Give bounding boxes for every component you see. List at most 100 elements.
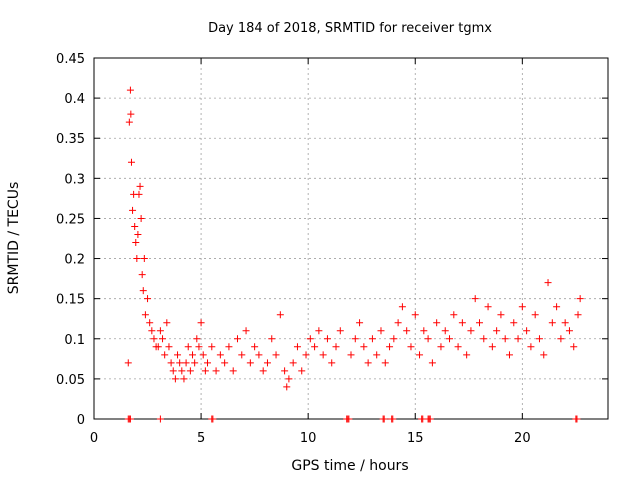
data-point	[201, 367, 209, 375]
data-point	[488, 343, 496, 351]
data-point	[328, 359, 336, 367]
data-point	[141, 311, 149, 319]
data-point	[336, 327, 344, 335]
data-point	[433, 319, 441, 327]
data-point	[398, 303, 406, 311]
data-point	[199, 351, 207, 359]
data-point	[527, 343, 535, 351]
data-point	[389, 415, 397, 423]
data-point	[345, 415, 353, 423]
data-point	[283, 383, 291, 391]
data-point	[255, 351, 263, 359]
data-point	[454, 343, 462, 351]
data-point	[403, 327, 411, 335]
data-point	[368, 335, 376, 343]
data-point	[148, 327, 156, 335]
y-tick-label: 0.15	[56, 293, 85, 308]
data-point	[531, 311, 539, 319]
data-point	[132, 239, 140, 247]
data-point	[138, 271, 146, 279]
data-point	[394, 319, 402, 327]
data-point	[381, 359, 389, 367]
data-point	[306, 335, 314, 343]
data-point	[540, 351, 548, 359]
data-point	[323, 335, 331, 343]
data-point	[154, 343, 162, 351]
data-point	[315, 327, 323, 335]
data-point	[225, 343, 233, 351]
data-point	[535, 335, 543, 343]
x-tick-label: 20	[514, 431, 531, 446]
data-point	[268, 335, 276, 343]
data-point	[426, 415, 434, 423]
data-point	[293, 343, 301, 351]
data-point	[356, 319, 364, 327]
data-point	[476, 319, 483, 327]
data-point	[420, 327, 428, 335]
data-point	[424, 335, 432, 343]
data-point	[471, 295, 479, 303]
x-tick-label: 15	[407, 431, 424, 446]
data-point	[156, 327, 164, 335]
data-point	[311, 343, 319, 351]
data-point	[176, 359, 184, 367]
data-point	[332, 343, 340, 351]
data-point	[380, 415, 388, 423]
data-point	[216, 351, 224, 359]
data-point	[285, 375, 293, 383]
data-point	[501, 335, 509, 343]
data-point	[134, 230, 142, 238]
data-point	[276, 311, 284, 319]
data-point	[144, 295, 152, 303]
data-point	[347, 351, 355, 359]
data-point	[467, 327, 475, 335]
data-point	[140, 255, 148, 263]
data-point	[125, 118, 133, 126]
data-point	[544, 279, 552, 287]
data-point	[127, 158, 135, 166]
data-point	[463, 351, 471, 359]
data-point	[171, 375, 179, 383]
data-point	[131, 222, 139, 230]
data-point	[163, 319, 171, 327]
data-point	[576, 295, 584, 303]
data-point	[165, 343, 173, 351]
x-tick-label: 0	[90, 431, 98, 446]
axes: 0 5 10 15 20 0 0.05 0.1 0.15 0.2 0.25 0.3 0.35 0.4 0.4…	[56, 52, 609, 446]
data-point	[238, 351, 246, 359]
data-point	[133, 255, 141, 263]
y-tick-label: 0.3	[64, 172, 85, 187]
data-point	[272, 351, 280, 359]
data-point	[195, 343, 203, 351]
chart-title: Day 184 of 2018, SRMTID for receiver tgm…	[208, 21, 492, 36]
data-point	[126, 415, 134, 423]
data-point	[497, 311, 505, 319]
data-point	[574, 311, 582, 319]
data-point	[416, 351, 424, 359]
data-point	[386, 343, 394, 351]
data-point	[553, 303, 561, 311]
data-point	[209, 415, 217, 423]
data-point	[493, 327, 501, 335]
data-point	[161, 351, 169, 359]
data-point	[263, 359, 271, 367]
data-point	[127, 110, 135, 118]
data-point	[186, 367, 194, 375]
data-point	[156, 415, 164, 423]
data-point	[298, 367, 306, 375]
data-point	[573, 415, 581, 423]
data-point	[360, 343, 368, 351]
data-point	[505, 351, 513, 359]
data-point	[137, 214, 145, 222]
data-point	[428, 359, 436, 367]
data-point	[150, 335, 158, 343]
data-point	[139, 287, 147, 295]
data-point	[193, 335, 201, 343]
data-point	[411, 311, 419, 319]
data-point	[246, 359, 254, 367]
data-point	[364, 359, 372, 367]
data-point	[169, 367, 177, 375]
data-point	[146, 319, 154, 327]
y-tick-label: 0.25	[56, 212, 85, 227]
data-point	[129, 206, 137, 214]
